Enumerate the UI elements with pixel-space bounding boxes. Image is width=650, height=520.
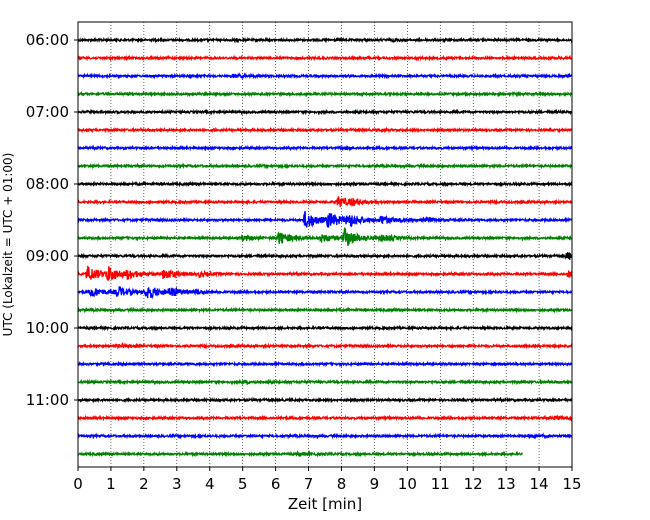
trace-1030 xyxy=(77,360,573,368)
trace-1100 xyxy=(77,396,573,404)
y-tick-label: 11:00 xyxy=(26,391,69,409)
trace-0715 xyxy=(77,126,573,134)
x-tick-label: 0 xyxy=(73,475,83,493)
x-tick-label: 10 xyxy=(398,475,417,493)
trace-0700 xyxy=(77,108,573,116)
x-axis-title: Zeit [min] xyxy=(288,495,362,513)
trace-1045 xyxy=(77,378,573,386)
x-tick-label: 2 xyxy=(139,475,149,493)
y-axis-title: UTC (Lokalzeit = UTC + 01:00) xyxy=(1,153,15,337)
trace-0900 xyxy=(77,251,573,261)
x-tick-label: 15 xyxy=(562,475,581,493)
x-tick-label: 14 xyxy=(530,475,549,493)
trace-0800 xyxy=(77,180,573,188)
y-tick-label: 08:00 xyxy=(26,175,69,193)
x-tick-label: 7 xyxy=(304,475,314,493)
x-tick-label: 8 xyxy=(337,475,347,493)
x-tick-label: 3 xyxy=(172,475,182,493)
trace-0600 xyxy=(77,36,573,44)
vertical-grid xyxy=(110,22,540,467)
trace-1015 xyxy=(77,341,573,350)
trace-0845 xyxy=(77,227,573,246)
x-tick-label: 6 xyxy=(271,475,281,493)
x-axis-ticks: 0 1 2 3 4 5 6 7 8 9 10 11 12 13 14 15 xyxy=(73,467,582,493)
x-tick-label: 4 xyxy=(205,475,215,493)
trace-0815 xyxy=(77,196,573,208)
trace-1130 xyxy=(77,432,573,440)
trace-0730 xyxy=(77,144,573,152)
y-axis-ticks: 06:00 07:00 08:00 09:00 10:00 11:00 xyxy=(26,31,78,409)
y-tick-label: 07:00 xyxy=(26,103,69,121)
y-tick-label: 09:00 xyxy=(26,247,69,265)
x-tick-label: 13 xyxy=(497,475,516,493)
seismogram-traces xyxy=(77,36,573,458)
y-tick-label: 10:00 xyxy=(26,319,69,337)
trace-1115 xyxy=(77,414,573,422)
trace-0930 xyxy=(77,286,573,300)
trace-1000 xyxy=(77,324,573,332)
x-tick-label: 11 xyxy=(431,475,450,493)
trace-0915 xyxy=(77,265,573,281)
trace-0645 xyxy=(77,90,573,98)
trace-0945 xyxy=(77,306,573,314)
trace-1145 xyxy=(77,449,523,458)
trace-0745 xyxy=(77,162,573,170)
x-tick-label: 12 xyxy=(464,475,483,493)
plot-frame xyxy=(77,21,573,468)
trace-0630 xyxy=(77,72,573,80)
y-tick-label: 06:00 xyxy=(26,31,69,49)
x-tick-label: 1 xyxy=(106,475,116,493)
x-tick-label: 5 xyxy=(238,475,248,493)
trace-0830 xyxy=(77,210,573,228)
x-tick-label: 9 xyxy=(370,475,380,493)
trace-0615 xyxy=(77,54,573,62)
